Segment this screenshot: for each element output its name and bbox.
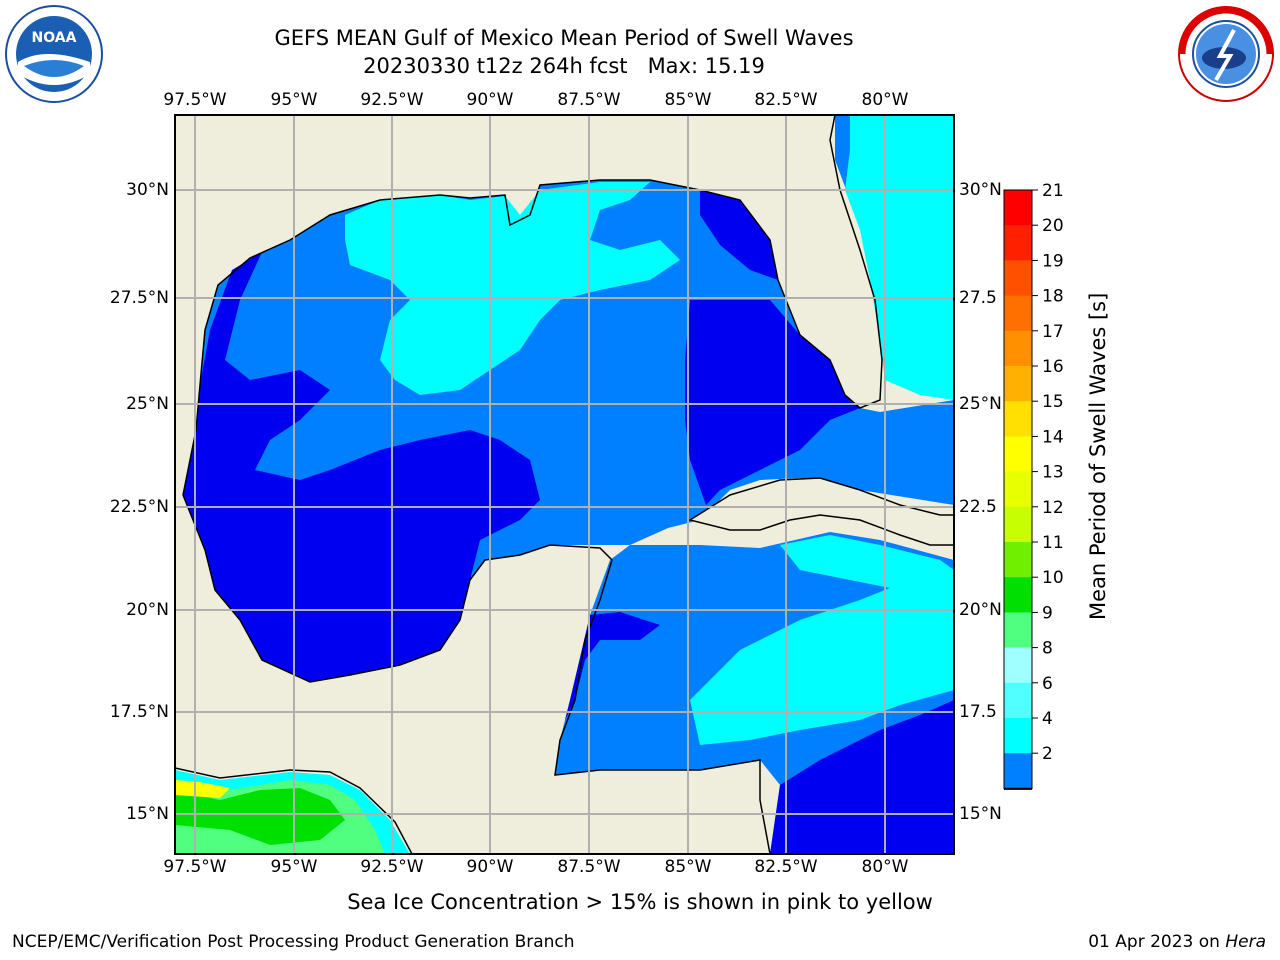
ocean-dark-west [183,252,540,682]
colorbar-segment [1004,295,1032,332]
lon-tick-top: 92.5°W [360,90,424,110]
colorbar-segment [1004,436,1032,473]
colorbar-segment [1004,190,1032,226]
colorbar-segment [1004,577,1032,613]
colorbar-tick-label: 21 [1042,181,1064,201]
ocean-dark-east [685,300,860,505]
lat-tick-right: 30°N [959,180,1002,200]
colorbar-segment [1004,401,1032,437]
lat-tick-left: 22.5°N [109,497,169,517]
ocean-caribbean-cyan2 [780,535,954,600]
colorbar-tick-label: 14 [1042,427,1064,447]
colorbar-tick-label: 18 [1042,287,1064,307]
colorbar-segment [1004,506,1032,543]
noaa-logo-text: NOAA [32,30,77,46]
colorbar-tick-label: 15 [1042,392,1064,412]
lat-tick-left: 27.5°N [109,288,169,308]
colorbar-tick-label: 17 [1042,322,1064,342]
lat-tick-right: 22.5 [959,497,997,517]
lat-tick-right: 25°N [959,394,1002,414]
ocean-caribbean-dark [770,700,954,854]
colorbar-tick-label: 9 [1042,603,1053,623]
ocean-atlantic-cyan [845,115,954,400]
lon-tick-top: 85°W [664,90,712,110]
colorbar-segment [1004,753,1032,789]
lon-tick-bottom: 95°W [270,857,318,877]
lon-tick-bottom: 87.5°W [557,857,621,877]
gridlines [175,115,954,854]
lat-tick-left: 20°N [126,600,169,620]
coastline-cuba [688,477,954,546]
lon-tick-bottom: 82.5°W [754,857,818,877]
colorbar-segment [1004,471,1032,508]
colorbar-tick-label: 11 [1042,533,1064,553]
colorbar-tick-label: 10 [1042,568,1064,588]
lat-tick-right: 20°N [959,600,1002,620]
lat-tick-left: 30°N [126,180,169,200]
colorbar-tick-label: 2 [1042,744,1053,764]
colorbar-segment [1004,260,1032,297]
colorbar-tick-label: 12 [1042,498,1064,518]
colorbar-frame [1003,189,1033,789]
ocean-pacific-yellow [175,780,230,798]
colorbar-label: Mean Period of Swell Waves [s] [1086,292,1110,620]
noaa-logo: NOAA [5,5,103,103]
ocean-caribbean-cyan [690,575,954,745]
sea-ice-note: Sea Ice Concentration > 15% is shown in … [347,890,933,914]
colorbar-segment [1004,366,1032,402]
chart-title: GEFS MEAN Gulf of Mexico Mean Period of … [274,26,854,50]
lon-tick-top: 90°W [466,90,514,110]
lon-tick-top: 82.5°W [754,90,818,110]
colorbar-segment [1004,330,1032,367]
colorbar-segment [1004,612,1032,649]
colorbar-tick-label: 6 [1042,674,1053,694]
lon-tick-bottom: 92.5°W [360,857,424,877]
ocean-pacific-darkgreen [175,788,345,845]
lon-tick-top: 97.5°W [163,90,227,110]
colorbar-segment [1004,718,1032,754]
lat-tick-left: 25°N [126,394,169,414]
lon-tick-bottom: 85°W [664,857,712,877]
lon-tick-bottom: 80°W [861,857,909,877]
footer-credit: NCEP/EMC/Verification Post Processing Pr… [12,932,575,952]
coastline-gulf [182,115,883,496]
lat-tick-right: 27.5 [959,288,997,308]
lat-tick-right: 17.5 [959,702,997,722]
colorbar-tick-label: 19 [1042,251,1064,271]
colorbar-tick-label: 20 [1042,216,1064,236]
lat-tick-right: 15°N [959,804,1002,824]
chart-subtitle: 20230330 t12z 264h fcst Max: 15.19 [363,54,765,78]
colorbar-segment [1004,647,1032,684]
footer-date: 01 Apr 2023 on Hera [1088,932,1266,952]
colorbar-segment [1004,682,1032,719]
footer-host: Hera [1225,932,1266,952]
lon-tick-bottom: 90°W [466,857,514,877]
lon-tick-top: 95°W [270,90,318,110]
lon-tick-bottom: 97.5°W [163,857,227,877]
colorbar-tick-label: 4 [1042,709,1053,729]
colorbar-tick-label: 13 [1042,463,1064,483]
lat-tick-left: 17.5°N [109,702,169,722]
ocean-cyan-north [345,182,680,395]
colorbar: 21 20 19 18 17 16 15 14 13 12 11 10 9 8 6 4 2 [1003,181,1064,790]
colorbar-segment [1004,225,1032,261]
nws-logo [1178,6,1274,102]
colorbar-tick-label: 8 [1042,639,1053,659]
footer-date-text: 01 Apr 2023 on [1088,932,1226,952]
lat-tick-left: 15°N [126,804,169,824]
lon-tick-top: 80°W [861,90,909,110]
map-frame [174,114,955,855]
colorbar-segment [1004,542,1032,578]
lon-tick-top: 87.5°W [557,90,621,110]
ocean-dark-ne [700,190,778,280]
coastline-mexico [182,494,771,854]
colorbar-tick-label: 16 [1042,357,1064,377]
coastline-pacific [175,767,413,854]
